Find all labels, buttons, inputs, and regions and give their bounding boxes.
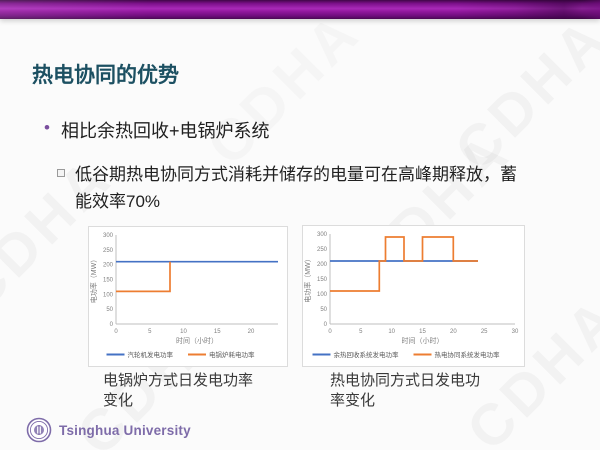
y-tick-label: 150 xyxy=(317,277,328,283)
tsinghua-logo-icon xyxy=(26,417,52,443)
y-tick-label: 300 xyxy=(103,233,114,239)
chart-electric-boiler: 0 50 100 150 200 250 300 0 5 10 15 20 时间（小时） 电功率（MW） 汽… xyxy=(88,226,288,367)
footer-org-name: Tsinghua University xyxy=(59,422,191,438)
y-tick-label: 250 xyxy=(317,247,328,253)
bullet-text: 相比余热回收+电锅炉系统 xyxy=(60,121,270,141)
y-tick-label: 0 xyxy=(110,322,114,328)
y-tick-label: 200 xyxy=(103,263,114,269)
y-tick-label: 50 xyxy=(106,307,113,313)
x-tick-label: 0 xyxy=(114,329,118,335)
x-tick-label: 20 xyxy=(248,329,255,335)
y-tick-label: 100 xyxy=(317,292,328,298)
footer: Tsinghua University xyxy=(26,417,191,443)
watermark-cdha: CDHA xyxy=(194,0,374,178)
sub-bullet-marker xyxy=(57,169,65,177)
x-tick-label: 10 xyxy=(388,329,395,335)
series-line xyxy=(116,261,171,293)
y-tick-label: 250 xyxy=(103,248,114,254)
x-axis-title: 时间（小时） xyxy=(176,336,218,345)
x-tick-label: 15 xyxy=(214,329,221,335)
y-tick-label: 300 xyxy=(317,232,328,238)
chart-caption-left: 电锅炉方式日发电功率变化 xyxy=(103,373,254,410)
x-tick-label: 25 xyxy=(481,329,488,335)
slide-title: 热电协同的优势 xyxy=(32,64,179,87)
x-tick-label: 15 xyxy=(419,329,426,335)
legend-label: 电锅炉耗电功率 xyxy=(209,350,255,359)
watermark-cdha: CDHA xyxy=(442,4,600,183)
top-accent-bar xyxy=(0,0,600,19)
x-tick-label: 30 xyxy=(512,329,519,335)
y-tick-label: 200 xyxy=(317,262,328,268)
y-tick-label: 150 xyxy=(103,278,114,284)
chart-cogeneration: 0 50 100 150 200 250 300 0 5 10 15 20 25 30 时间（小时） 电功率（… xyxy=(302,225,525,367)
series-line xyxy=(330,236,478,292)
x-tick-label: 5 xyxy=(359,329,363,335)
y-tick-label: 50 xyxy=(320,307,327,313)
y-axis-title: 电功率（MW） xyxy=(303,255,312,302)
y-tick-label: 100 xyxy=(103,292,114,298)
sub-bullet-text: 低谷期热电协同方式消耗并储存的电量可在高峰期释放，蓄能效率70% xyxy=(75,165,517,212)
x-axis-title: 时间（小时） xyxy=(402,336,444,345)
x-tick-label: 20 xyxy=(450,329,457,335)
x-tick-label: 10 xyxy=(180,329,187,335)
bullet-marker: • xyxy=(44,118,50,137)
y-tick-label: 0 xyxy=(324,322,328,328)
bullet-item: • 相比余热回收+电锅炉系统 xyxy=(44,117,269,143)
chart-caption-right: 热电协同方式日发电功率变化 xyxy=(330,373,481,410)
sub-bullet-item: 低谷期热电协同方式消耗并储存的电量可在高峰期释放，蓄能效率70% xyxy=(57,161,527,215)
legend-label: 汽轮机发电功率 xyxy=(128,350,174,359)
legend-label: 热电协同系统发电功率 xyxy=(435,350,501,359)
x-tick-label: 5 xyxy=(148,329,152,335)
y-axis-title: 电功率（MW） xyxy=(89,256,98,303)
x-tick-label: 0 xyxy=(328,329,332,335)
legend-label: 余热回收系统发电功率 xyxy=(334,350,400,359)
